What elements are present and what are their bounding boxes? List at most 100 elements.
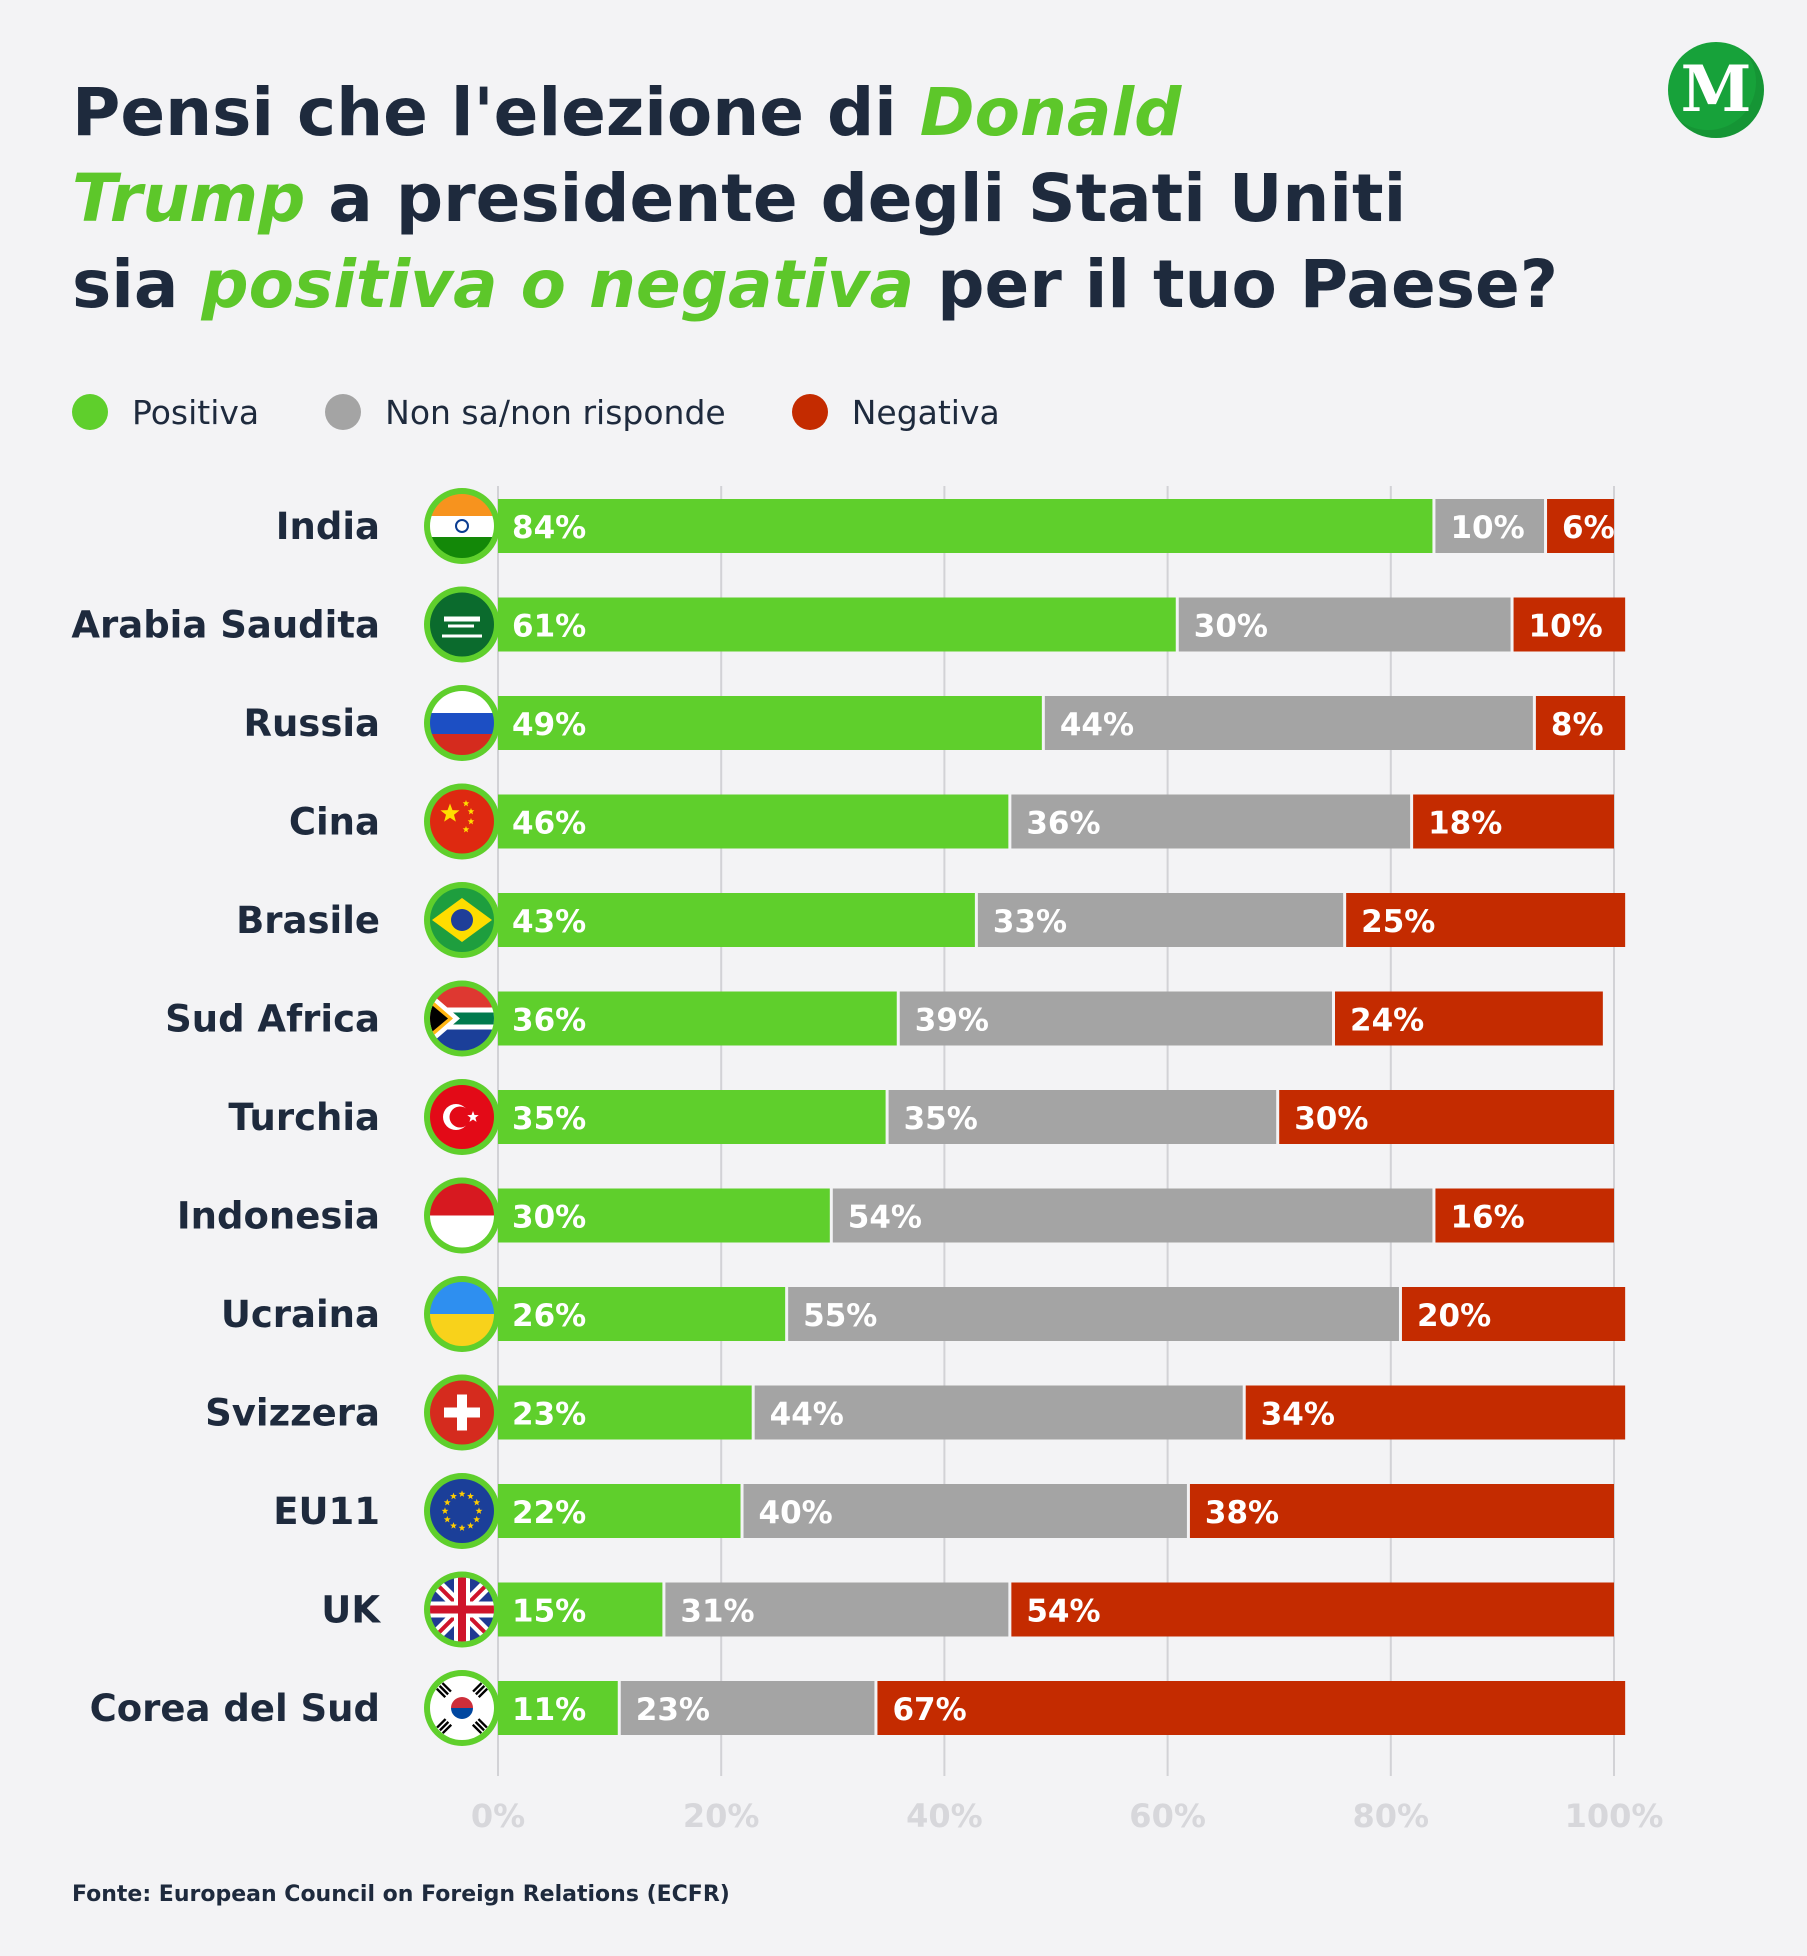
bar-russia-non-sa-non-risponde <box>1044 696 1533 750</box>
category-label-india: India <box>276 505 380 548</box>
data-label-sud-africa-negativa: 24% <box>1350 1003 1424 1039</box>
eu-flag-icon <box>424 1473 500 1549</box>
data-label-india-negativa: 6% <box>1562 510 1615 546</box>
category-label-sud-africa: Sud Africa <box>165 998 380 1041</box>
data-label-corea-del-sud-negativa: 67% <box>892 1692 966 1728</box>
data-label-uk-positiva: 15% <box>512 1594 586 1630</box>
data-label-ucraina-positiva: 26% <box>512 1298 586 1334</box>
data-label-corea-del-sud-non-sa-non-risponde: 23% <box>636 1692 710 1728</box>
data-label-corea-del-sud-positiva: 11% <box>512 1692 586 1728</box>
data-label-turchia-negativa: 30% <box>1294 1101 1368 1137</box>
data-label-ucraina-negativa: 20% <box>1417 1298 1491 1334</box>
bar-corea-del-sud-non-sa-non-risponde <box>620 1681 875 1735</box>
bar-turchia-non-sa-non-risponde <box>888 1090 1277 1144</box>
bar-uk-non-sa-non-risponde <box>665 1582 1009 1637</box>
title-part-1: Pensi che l'elezione di <box>72 74 920 151</box>
bar-cina-negativa <box>1413 794 1614 849</box>
bar-brasile-negativa <box>1346 893 1626 947</box>
bar-sud-africa-non-sa-non-risponde <box>899 991 1332 1046</box>
bar-ucraina-positiva <box>498 1287 786 1341</box>
bar-brasile-non-sa-non-risponde <box>977 893 1344 947</box>
bars-layer: 84% 10% 6% 61% 30% 10% 49% 44% 8% 46% 36% 18% 43% 33%… <box>498 499 1626 1735</box>
china-flag-icon <box>424 783 500 860</box>
data-label-cina-positiva: 46% <box>512 806 586 842</box>
x-tick-label-2: 40% <box>906 1797 983 1835</box>
data-label-ucraina-non-sa-non-risponde: 55% <box>803 1298 877 1334</box>
data-label-russia-negativa: 8% <box>1551 707 1604 743</box>
legend-label-non-sa: Non sa/non risponde <box>385 392 726 432</box>
bar-sud-africa-negativa <box>1335 991 1603 1046</box>
south-africa-flag-icon <box>424 980 500 1057</box>
data-label-eu11-non-sa-non-risponde: 40% <box>759 1495 833 1531</box>
bar-indonesia-positiva <box>498 1188 830 1243</box>
bar-russia-positiva <box>498 696 1042 750</box>
legend-dot-negativa <box>791 394 828 430</box>
legend: Positiva Non sa/non risponde Negativa <box>72 390 1066 434</box>
category-label-indonesia: Indonesia <box>177 1195 380 1238</box>
category-label-brasile: Brasile <box>236 899 380 942</box>
bar-indonesia-negativa <box>1435 1188 1614 1243</box>
data-label-russia-positiva: 49% <box>512 707 586 743</box>
bar-cina-positiva <box>498 794 1009 849</box>
title-highlight-positiva-negativa: positiva o negativa <box>201 246 915 323</box>
category-label-eu11: EU11 <box>273 1490 380 1533</box>
data-label-indonesia-negativa: 16% <box>1450 1200 1524 1236</box>
data-label-cina-negativa: 18% <box>1428 806 1502 842</box>
data-label-indonesia-non-sa-non-risponde: 54% <box>848 1200 922 1236</box>
bar-turchia-negativa <box>1279 1090 1614 1144</box>
data-label-svizzera-positiva: 23% <box>512 1397 586 1433</box>
bar-svizzera-negativa <box>1245 1385 1626 1440</box>
x-tick-label-3: 60% <box>1129 1797 1206 1835</box>
bar-cina-non-sa-non-risponde <box>1011 794 1411 849</box>
turkey-flag-icon <box>424 1079 500 1155</box>
data-label-russia-non-sa-non-risponde: 44% <box>1060 707 1134 743</box>
bar-arabia-saudita-non-sa-non-risponde <box>1178 597 1511 652</box>
x-tick-label-5: 100% <box>1565 1797 1664 1835</box>
bar-turchia-positiva <box>498 1090 886 1144</box>
bar-svizzera-non-sa-non-risponde <box>754 1385 1243 1440</box>
category-label-russia: Russia <box>243 702 380 745</box>
bar-india-non-sa-non-risponde <box>1435 499 1545 553</box>
data-label-uk-non-sa-non-risponde: 31% <box>680 1594 754 1630</box>
bar-russia-negativa <box>1535 696 1626 750</box>
title-part-4: per il tuo Paese? <box>914 246 1559 323</box>
data-label-india-non-sa-non-risponde: 10% <box>1450 510 1524 546</box>
data-label-svizzera-non-sa-non-risponde: 44% <box>770 1397 844 1433</box>
bar-eu11-negativa <box>1189 1484 1614 1538</box>
category-label-svizzera: Svizzera <box>205 1392 380 1435</box>
bar-uk-positiva <box>498 1582 663 1637</box>
data-label-eu11-negativa: 38% <box>1205 1495 1279 1531</box>
data-label-sud-africa-non-sa-non-risponde: 39% <box>915 1003 989 1039</box>
south-korea-flag-icon <box>424 1670 500 1746</box>
saudi-arabia-flag-icon <box>424 586 500 663</box>
bar-india-negativa <box>1547 499 1614 553</box>
title-highlight-donald: Donald <box>919 74 1182 151</box>
category-label-corea-del-sud: Corea del Sud <box>90 1687 380 1730</box>
data-label-india-positiva: 84% <box>512 510 586 546</box>
title-part-3: sia <box>72 246 202 323</box>
legend-label-positiva: Positiva <box>132 392 260 432</box>
bar-arabia-saudita-positiva <box>498 597 1176 652</box>
ukraine-flag-icon <box>424 1276 500 1352</box>
title-part-2: a presidente degli Stati Uniti <box>305 160 1407 237</box>
data-label-uk-negativa: 54% <box>1026 1594 1100 1630</box>
bar-eu11-positiva <box>498 1484 741 1538</box>
x-tick-label-0: 0% <box>471 1797 525 1835</box>
data-label-arabia-saudita-positiva: 61% <box>512 609 586 645</box>
legend-label-negativa: Negativa <box>851 392 1000 432</box>
legend-dot-non-sa <box>325 394 362 430</box>
bar-uk-negativa <box>1011 1582 1614 1637</box>
data-label-eu11-positiva: 22% <box>512 1495 586 1531</box>
category-label-ucraina: Ucraina <box>221 1293 380 1336</box>
bar-sud-africa-positiva <box>498 991 897 1046</box>
data-label-cina-non-sa-non-risponde: 36% <box>1026 806 1100 842</box>
brazil-flag-icon <box>424 882 500 958</box>
data-label-arabia-saudita-non-sa-non-risponde: 30% <box>1194 609 1268 645</box>
axis-layer: 0% 20% 40% 60% 80% 100% India Arabia Saudita Rus… <box>71 505 1663 1835</box>
legend-item-non-sa: Non sa/non risponde <box>325 393 726 432</box>
bar-brasile-positiva <box>498 893 975 947</box>
data-label-brasile-positiva: 43% <box>512 904 586 940</box>
category-label-cina: Cina <box>289 801 380 844</box>
bar-eu11-non-sa-non-risponde <box>743 1484 1187 1538</box>
legend-item-positiva: Positiva <box>72 393 259 432</box>
